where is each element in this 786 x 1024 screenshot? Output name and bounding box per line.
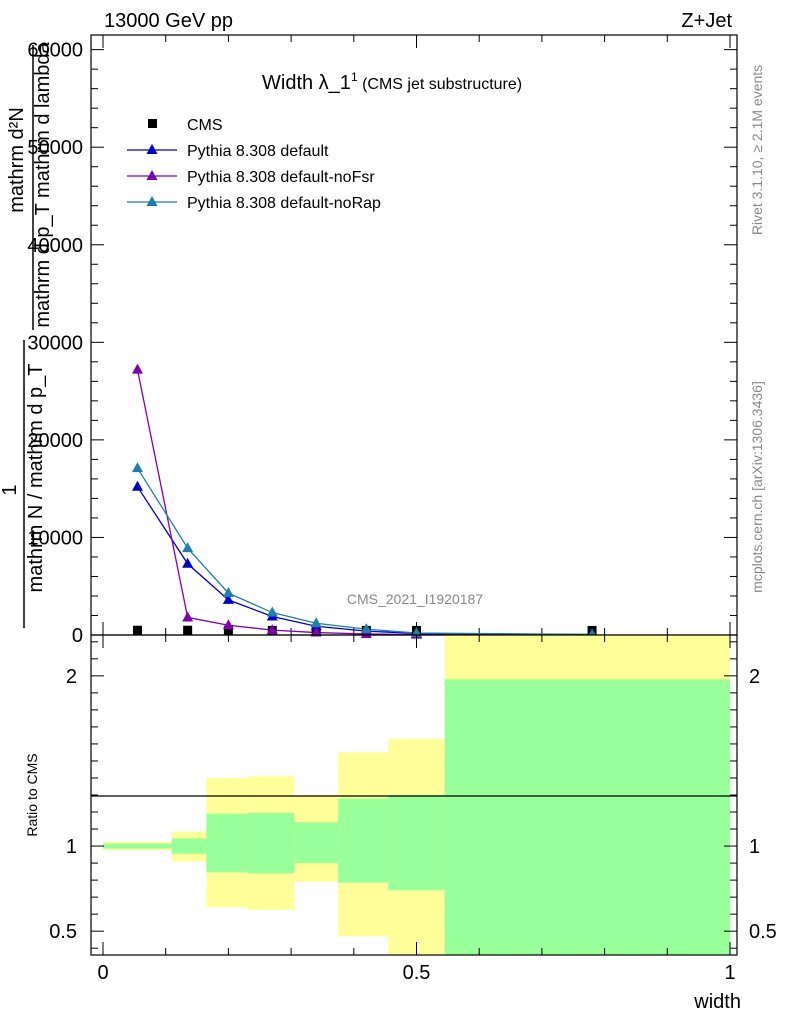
legend-label-default: Pythia 8.308 default xyxy=(187,143,329,160)
legend-marker-cms xyxy=(148,119,157,128)
data-point-series-2 xyxy=(182,611,194,622)
stat-band-bin xyxy=(294,822,339,864)
data-point-cms xyxy=(223,625,233,635)
stat-band-bin xyxy=(247,812,295,874)
ylabel-top-line-1: mathrm d²N xyxy=(6,107,28,213)
stat-band-bin xyxy=(388,795,445,891)
data-point-series-1 xyxy=(131,480,143,491)
main-ytick-label: 0 xyxy=(72,625,83,647)
ratio-ylabel: Ratio to CMS xyxy=(24,753,40,836)
ylabel-numerator: 1 xyxy=(0,484,21,495)
data-point-series-1 xyxy=(182,557,194,568)
main-ylabel: mathrm d²N mathrm d p_T mathrm d lambda … xyxy=(0,41,54,628)
x-axis-label: width xyxy=(693,991,741,1013)
data-point-series-3 xyxy=(131,462,143,473)
data-point-series-3 xyxy=(266,606,278,617)
ratio-ytick-label-left: 1 xyxy=(66,836,77,858)
data-point-series-3 xyxy=(310,617,322,628)
data-point-series-2 xyxy=(310,626,322,637)
ratio-ytick-label-left: 2 xyxy=(66,666,77,688)
main-ticks: 0 10000 20000 30000 40000 50000 60000 xyxy=(27,35,737,647)
ratio-xtick-label: 0.5 xyxy=(403,962,431,984)
data-point-series-2 xyxy=(266,624,278,635)
main-ytick-label: 40000 xyxy=(27,235,83,257)
stat-band-bin xyxy=(171,838,207,854)
data-point-series-3 xyxy=(360,623,372,634)
main-ytick-label: 20000 xyxy=(27,430,83,452)
rivet-label: Rivet 3.1.10, ≥ 2.1M events xyxy=(749,65,765,235)
legend: CMS Pythia 8.308 default Pythia 8.308 de… xyxy=(127,117,381,212)
data-point-series-2 xyxy=(131,363,143,374)
stat-band-bin xyxy=(338,798,389,883)
stat-band-bin xyxy=(103,843,172,849)
data-point-cms xyxy=(183,625,193,635)
main-ytick-label: 60000 xyxy=(27,40,83,62)
stat-uncertainty-bands xyxy=(103,679,730,955)
legend-marker-nofsr xyxy=(146,170,158,180)
data-point-cms xyxy=(132,625,142,635)
ratio-frame xyxy=(90,634,738,956)
legend-label-cms: CMS xyxy=(187,117,223,134)
data-point-series-2 xyxy=(222,619,234,630)
ratio-ytick-label-right: 2 xyxy=(749,666,760,688)
ratio-xtick-label: 0 xyxy=(97,962,108,984)
legend-marker-norap xyxy=(146,196,158,206)
ratio-plot-panel: 0.5 0.5 1 1 2 2 0 0.5 1 Ratio to CMS width xyxy=(24,634,777,1013)
ratio-ytick-label-right: 1 xyxy=(749,836,760,858)
data-point-series-3 xyxy=(222,587,234,598)
legend-marker-default xyxy=(146,144,158,154)
chart-title: Width λ_11 (CMS jet substructure) xyxy=(262,70,522,94)
ylabel-denominator: mathrm N / mathrm d p_T xyxy=(25,364,47,593)
mcplots-label: mcplots.cern.ch [arXiv:1306.3436] xyxy=(749,381,765,593)
header-channel: Z+Jet xyxy=(681,10,732,32)
data-point-series-1 xyxy=(222,593,234,604)
main-ytick-label: 30000 xyxy=(27,332,83,354)
main-ytick-label: 50000 xyxy=(27,137,83,159)
main-plot-panel: 0 10000 20000 30000 40000 50000 60000 Width λ_… xyxy=(0,34,738,647)
stat-band-bin xyxy=(444,679,730,955)
series-line-1 xyxy=(136,486,593,636)
legend-label-nofsr: Pythia 8.308 default-noFsr xyxy=(187,169,375,186)
ratio-xtick-label: 1 xyxy=(724,962,735,984)
header-process: 13000 GeV pp xyxy=(104,10,233,32)
ratio-ticks: 0.5 0.5 1 1 2 2 0 0.5 1 xyxy=(49,635,777,984)
ylabel-top-line-2: mathrm d p_T mathrm d lambda xyxy=(32,41,54,327)
series-line-3 xyxy=(136,467,593,636)
watermark: CMS_2021_I1920187 xyxy=(347,591,483,607)
stat-band-bin xyxy=(206,813,248,873)
ratio-ytick-label-right: 0.5 xyxy=(749,921,777,943)
data-point-series-3 xyxy=(182,542,194,553)
ratio-ytick-label-left: 0.5 xyxy=(49,921,77,943)
legend-label-norap: Pythia 8.308 default-noRap xyxy=(187,195,381,212)
main-ytick-label: 10000 xyxy=(27,527,83,549)
